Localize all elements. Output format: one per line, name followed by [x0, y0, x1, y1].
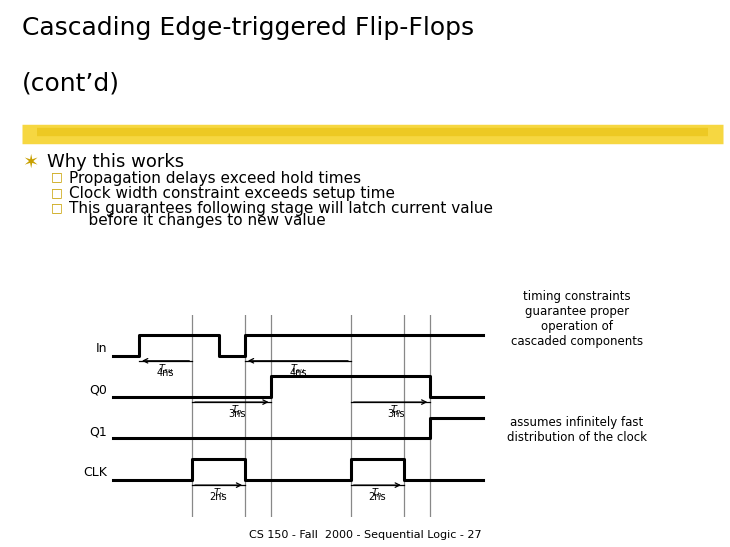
- Text: $T_p$: $T_p$: [231, 403, 243, 418]
- Text: This guarantees following stage will latch current value: This guarantees following stage will lat…: [69, 201, 493, 216]
- Text: CLK: CLK: [83, 467, 107, 479]
- Text: $T_p$: $T_p$: [390, 403, 402, 418]
- Text: ✶: ✶: [22, 153, 38, 172]
- Text: 4ns: 4ns: [157, 368, 174, 378]
- Text: 4ns: 4ns: [289, 368, 307, 378]
- Text: □: □: [51, 171, 63, 184]
- Text: Q1: Q1: [90, 425, 107, 438]
- Text: Clock width constraint exceeds setup time: Clock width constraint exceeds setup tim…: [69, 186, 396, 201]
- Text: □: □: [51, 186, 63, 199]
- Text: In: In: [96, 342, 107, 356]
- Text: $T_{su}$: $T_{su}$: [291, 362, 306, 376]
- Text: CS 150 - Fall  2000 - Sequential Logic - 27: CS 150 - Fall 2000 - Sequential Logic - …: [249, 530, 481, 540]
- Text: assumes infinitely fast
distribution of the clock: assumes infinitely fast distribution of …: [507, 416, 647, 444]
- Text: before it changes to new value: before it changes to new value: [69, 213, 326, 228]
- Text: Why this works: Why this works: [47, 153, 185, 171]
- Text: timing constraints
guarantee proper
operation of
cascaded components: timing constraints guarantee proper oper…: [511, 290, 642, 348]
- Text: (cont’d): (cont’d): [22, 71, 120, 95]
- Text: 2ns: 2ns: [210, 492, 227, 502]
- Text: 2ns: 2ns: [369, 492, 386, 502]
- Text: 3ns: 3ns: [228, 409, 246, 419]
- Text: 3ns: 3ns: [387, 409, 404, 419]
- Text: Q0: Q0: [90, 383, 107, 397]
- Text: $T_h$: $T_h$: [212, 486, 224, 500]
- Text: Cascading Edge-triggered Flip-Flops: Cascading Edge-triggered Flip-Flops: [22, 16, 474, 40]
- Text: Propagation delays exceed hold times: Propagation delays exceed hold times: [69, 171, 361, 185]
- Text: $T_{su}$: $T_{su}$: [158, 362, 173, 376]
- Text: □: □: [51, 201, 63, 214]
- Text: $T_h$: $T_h$: [372, 486, 383, 500]
